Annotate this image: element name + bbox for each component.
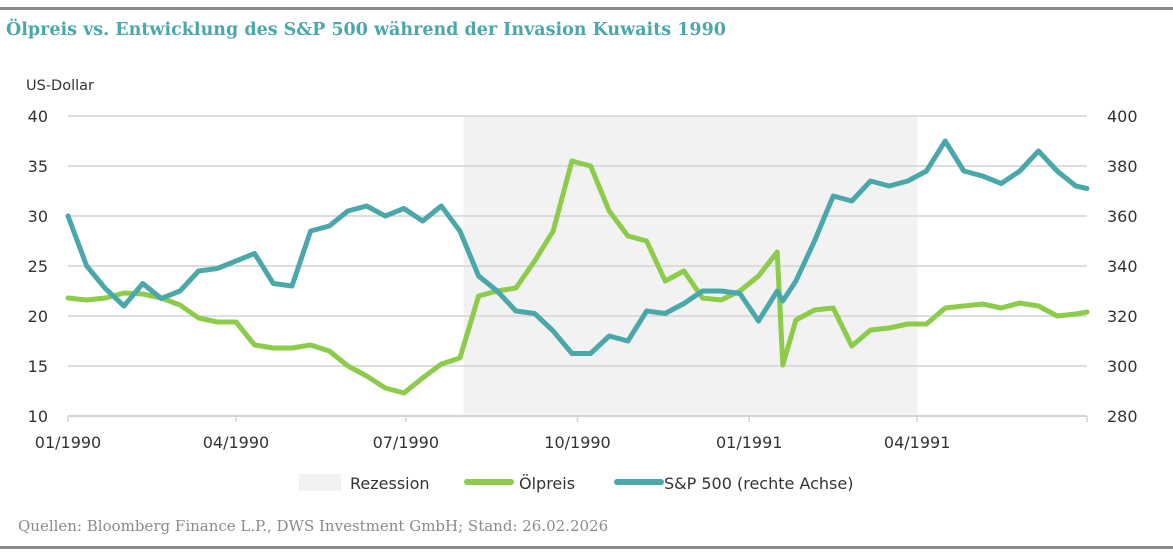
legend-label-recession: Rezession (350, 474, 430, 493)
source-note: Quellen: Bloomberg Finance L.P., DWS Inv… (18, 517, 609, 535)
top-rule (0, 7, 1173, 10)
x-tick-label: 10/1990 (544, 433, 610, 452)
x-tick-label: 04/1991 (884, 433, 950, 452)
sp500-line (65, 138, 1090, 356)
x-tick-label: 01/1991 (716, 433, 782, 452)
y-tick-label: 40 (28, 107, 48, 126)
x-tick-label: 07/1990 (373, 433, 439, 452)
y2-tick-label: 320 (1107, 307, 1138, 326)
legend: Rezession Ölpreis S&P 500 (rechte Achse) (299, 474, 853, 493)
oil-price-line (65, 158, 1090, 396)
y-axis-label: US-Dollar (26, 78, 94, 94)
y2-tick-label: 300 (1107, 357, 1138, 376)
y2-tick-label: 360 (1107, 207, 1138, 226)
legend-swatch-recession (299, 474, 341, 491)
y-tick-label: 15 (28, 357, 48, 376)
bottom-rule (0, 546, 1173, 549)
x-tick-label: 04/1990 (203, 433, 269, 452)
y2-tick-label: 280 (1107, 407, 1138, 426)
y-tick-label: 30 (28, 207, 48, 226)
y-tick-label: 20 (28, 307, 48, 326)
y2-tick-label: 400 (1107, 107, 1138, 126)
y-tick-label: 25 (28, 257, 48, 276)
legend-label-oil: Ölpreis (519, 474, 575, 493)
chart-title: Ölpreis vs. Entwicklung des S&P 500 währ… (6, 20, 726, 40)
legend-label-sp500: S&P 500 (rechte Achse) (664, 474, 853, 493)
x-tick-label: 01/1990 (35, 433, 101, 452)
y-tick-label: 35 (28, 157, 48, 176)
y-tick-label: 10 (28, 407, 48, 426)
y2-tick-label: 380 (1107, 157, 1138, 176)
y2-tick-label: 340 (1107, 257, 1138, 276)
